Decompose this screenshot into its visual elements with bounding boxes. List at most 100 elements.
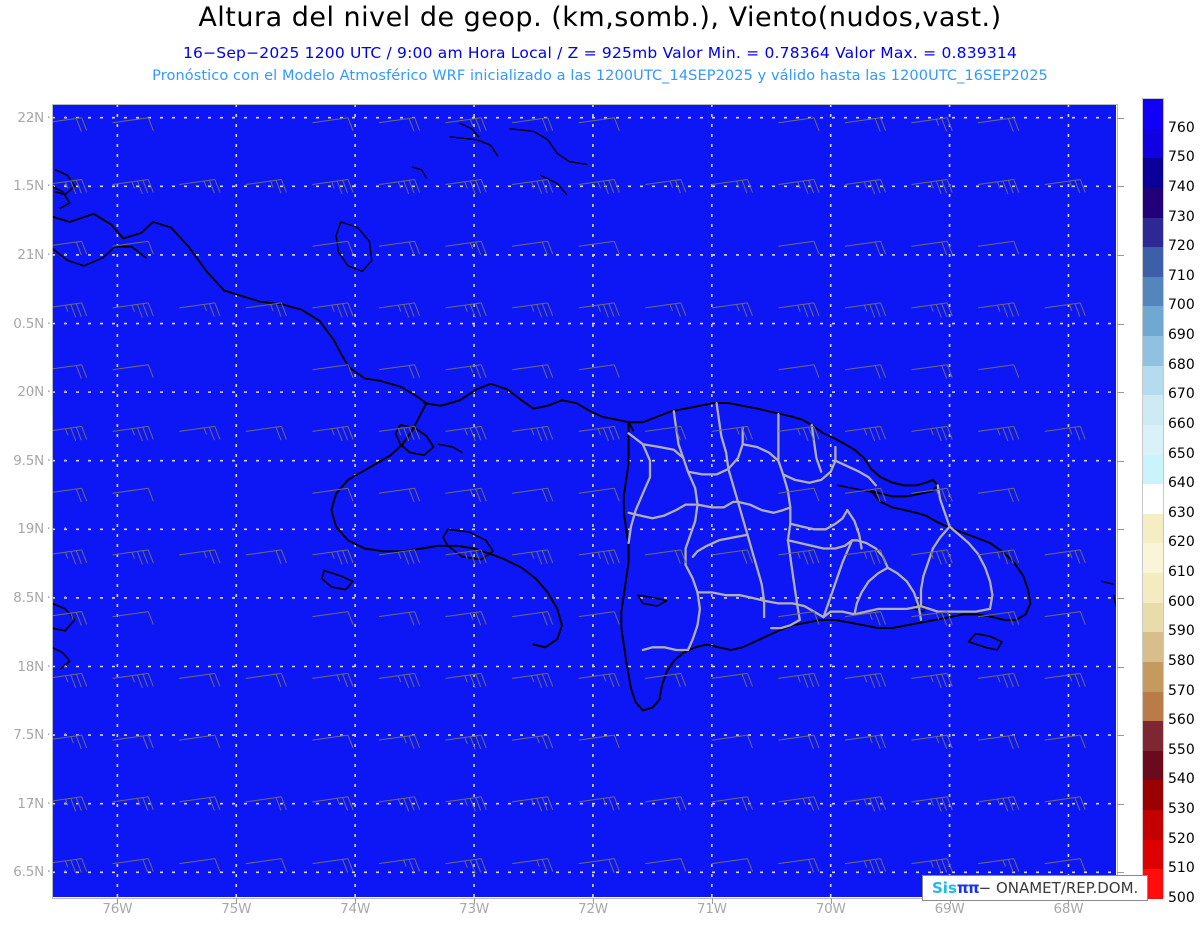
colorbar-segment: [1143, 750, 1163, 781]
colorbar-segment: [1143, 721, 1163, 752]
watermark-agency: − ONAMET/REP.DOM.: [978, 879, 1139, 897]
x-axis-tick-mark: [592, 898, 594, 904]
colorbar-tick-label: 670: [1168, 386, 1195, 403]
chart-header: Altura del nivel de geop. (km,somb.), Vi…: [0, 0, 1200, 92]
colorbar-tick-label: 610: [1168, 564, 1195, 581]
y-axis-tick-dots: · · ·: [30, 727, 72, 744]
y-axis-tick-dots: · · ·: [30, 452, 72, 469]
colorbar-segment: [1143, 543, 1163, 574]
page-title: Altura del nivel de geop. (km,somb.), Vi…: [198, 2, 1002, 33]
watermark-brand-pi: ππ: [956, 879, 980, 897]
colorbar-tick-label: 570: [1168, 682, 1195, 699]
x-axis-tick-mark: [830, 898, 832, 904]
colorbar-segment: [1143, 602, 1163, 633]
chart-subtitle-primary: 16−Sep−2025 1200 UTC / 9:00 am Hora Loca…: [182, 44, 1018, 62]
y-axis-tick-dots: · · ·: [30, 178, 72, 195]
y-axis-tick-mark: [1117, 117, 1124, 119]
colorbar-tick-label: 530: [1168, 801, 1195, 818]
y-axis-tick-mark: [1117, 597, 1124, 599]
y-axis-tick-label: 1.5N: [13, 178, 44, 195]
y-axis-tick-dots: · · ·: [30, 315, 72, 332]
colorbar-segment: [1143, 158, 1163, 189]
colorbar-segment: [1143, 128, 1163, 159]
colorbar-tick-label: 760: [1168, 119, 1195, 136]
y-axis-tick-mark: [1117, 323, 1124, 325]
y-axis-tick-mark: [1117, 460, 1124, 462]
x-axis-tick-label: 71W: [696, 901, 727, 917]
y-axis-tick-mark: [1117, 529, 1124, 531]
y-axis-tick-label: 21N: [17, 246, 44, 263]
y-axis-tick-mark: [1117, 254, 1124, 256]
colorbar-segment: [1143, 365, 1163, 396]
x-axis-tick-mark: [949, 898, 951, 904]
x-axis-tick-mark: [355, 898, 357, 904]
colorbar-segment: [1143, 691, 1163, 722]
y-axis-tick-label: 9.5N: [13, 452, 44, 469]
colorbar-segment: [1143, 810, 1163, 841]
x-axis-tick-label: 73W: [459, 901, 489, 917]
wind-barbs-group: [52, 117, 1086, 874]
y-axis-tick-label: 7.5N: [13, 727, 44, 744]
colorbar-tick-label: 700: [1168, 297, 1195, 314]
y-axis-tick-label: 6.5N: [13, 864, 44, 881]
colorbar-tick-label: 580: [1168, 652, 1195, 669]
colorbar-tick-label: 600: [1168, 593, 1195, 610]
colorbar: [1142, 98, 1164, 900]
y-axis-tick-dots: · · ·: [30, 521, 72, 538]
colorbar-segment: [1143, 632, 1163, 663]
colorbar-tick-label: 680: [1168, 356, 1195, 373]
colorbar-tick-label: 560: [1168, 712, 1195, 729]
y-axis-tick-mark: [1117, 735, 1124, 737]
colorbar-segment: [1143, 247, 1163, 278]
y-axis-tick-dots: · · ·: [30, 864, 72, 881]
colorbar-tick-label: 750: [1168, 149, 1195, 166]
colorbar-tick-label: 690: [1168, 327, 1195, 344]
colorbar-segment: [1143, 780, 1163, 811]
x-axis-tick-mark: [711, 898, 713, 904]
colorbar-segment: [1143, 395, 1163, 426]
y-axis-tick-label: 17N: [17, 795, 44, 812]
chart-subtitle-secondary: Pronóstico con el Modelo Atmosférico WRF…: [152, 68, 1048, 84]
coastlines-group: [52, 122, 1116, 712]
x-axis-tick-mark: [236, 898, 238, 904]
map-plot-area[interactable]: [52, 104, 1116, 897]
colorbar-segment: [1143, 839, 1163, 870]
y-axis-tick-mark: [1117, 392, 1124, 394]
colorbar-tick-label: 620: [1168, 534, 1195, 551]
y-axis-tick-mark: [1117, 803, 1124, 805]
colorbar-segment: [1143, 661, 1163, 692]
colorbar-tick-label: 650: [1168, 445, 1195, 462]
map-graphics: [52, 104, 1116, 897]
x-axis-tick-label: 72W: [577, 901, 608, 917]
colorbar-segment: [1143, 276, 1163, 307]
y-axis-tick-label: 22N: [17, 109, 44, 126]
x-axis-tick-label: 69W: [934, 901, 965, 917]
colorbar-tick-label: 740: [1168, 178, 1195, 195]
colorbar-segment: [1143, 306, 1163, 337]
colorbar-segment: [1143, 484, 1163, 515]
colorbar-tick-label: 720: [1168, 238, 1195, 255]
y-axis-tick-mark: [1117, 186, 1124, 188]
watermark-onamet: Sis ππ − ONAMET/REP.DOM.: [922, 875, 1149, 901]
colorbar-segment: [1143, 424, 1163, 455]
y-axis-tick-dots: · · ·: [30, 246, 72, 263]
y-axis-tick-dots: · · ·: [30, 384, 72, 401]
x-axis-tick-label: 76W: [102, 901, 133, 917]
y-axis-tick-dots: · · ·: [30, 795, 72, 812]
colorbar-segment: [1143, 336, 1163, 367]
colorbar-tick-label: 550: [1168, 741, 1195, 758]
x-axis-tick-label: 70W: [815, 901, 846, 917]
x-axis-tick-mark: [474, 898, 476, 904]
y-axis-tick-mark: [1117, 666, 1124, 668]
y-axis-tick-dots: · · ·: [30, 109, 72, 126]
y-axis-tick-label: 0.5N: [13, 315, 44, 332]
y-axis-tick-dots: · · ·: [30, 658, 72, 675]
colorbar-segment: [1143, 187, 1163, 218]
y-axis-tick-dots: · · ·: [30, 589, 72, 606]
colorbar-segment: [1143, 573, 1163, 604]
colorbar-tick-label: 540: [1168, 771, 1195, 788]
colorbar-tick-label: 730: [1168, 208, 1195, 225]
gridlines-group: [52, 104, 1116, 897]
x-axis-tick-label: 68W: [1053, 901, 1084, 917]
colorbar-segment: [1143, 217, 1163, 248]
